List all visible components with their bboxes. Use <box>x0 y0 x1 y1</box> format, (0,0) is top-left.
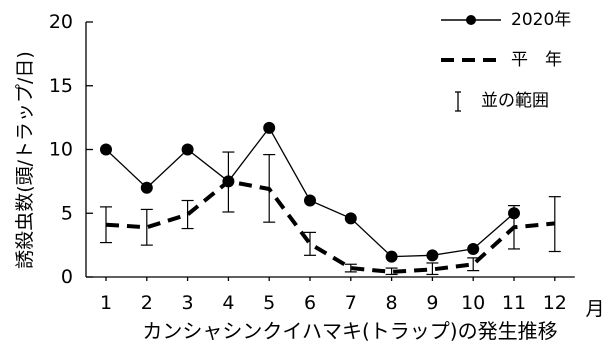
x-tick-label: 1 <box>100 292 112 314</box>
series-lines <box>100 121 555 274</box>
x-tick-label: 7 <box>345 292 357 314</box>
point-2020 <box>467 242 480 255</box>
y-axis-label: 誘殺虫数(頭/トラップ/日) <box>14 51 36 269</box>
x-tick-label: 4 <box>222 292 234 314</box>
point-2020 <box>140 181 153 194</box>
y-tick-label: 0 <box>61 266 73 288</box>
y-tick-label: 20 <box>49 11 73 33</box>
point-2020 <box>385 250 398 263</box>
legend: 2020年 平 年 並の範囲 <box>441 10 571 112</box>
axes <box>85 21 575 281</box>
legend-range-label: 並の範囲 <box>481 91 549 111</box>
y-tick-label: 10 <box>49 139 73 161</box>
x-tick-label: 11 <box>502 292 526 314</box>
y-tick-label: 5 <box>61 202 73 224</box>
point-2020 <box>100 143 112 156</box>
point-2020 <box>426 249 439 262</box>
legend-2020-label: 2020年 <box>511 10 571 30</box>
x-tick-label: 2 <box>141 292 153 314</box>
y-tick-label: 15 <box>49 75 73 97</box>
x-tick-label: 10 <box>461 292 485 314</box>
x-tick-label: 9 <box>426 292 438 314</box>
legend-normal-label: 平 年 <box>511 50 562 70</box>
point-2020 <box>508 207 520 220</box>
series-line-normal <box>105 179 555 274</box>
x-tick-label: 12 <box>543 292 567 314</box>
point-2020 <box>181 143 194 156</box>
point-2020 <box>304 194 316 207</box>
x-tick-label: 8 <box>386 292 398 314</box>
x-unit-label: 月 <box>585 298 604 320</box>
x-tick-label: 5 <box>263 292 275 314</box>
point-2020 <box>263 121 276 134</box>
x-axis-label: カンシャシンクイハマキ(トラップ)の発生推移 <box>142 319 557 343</box>
point-2020 <box>222 175 235 188</box>
range-bars <box>100 151 561 276</box>
x-tick-label: 3 <box>182 292 194 314</box>
point-2020 <box>344 212 357 225</box>
x-tick-label: 6 <box>304 292 316 314</box>
legend-2020-marker <box>466 15 476 25</box>
